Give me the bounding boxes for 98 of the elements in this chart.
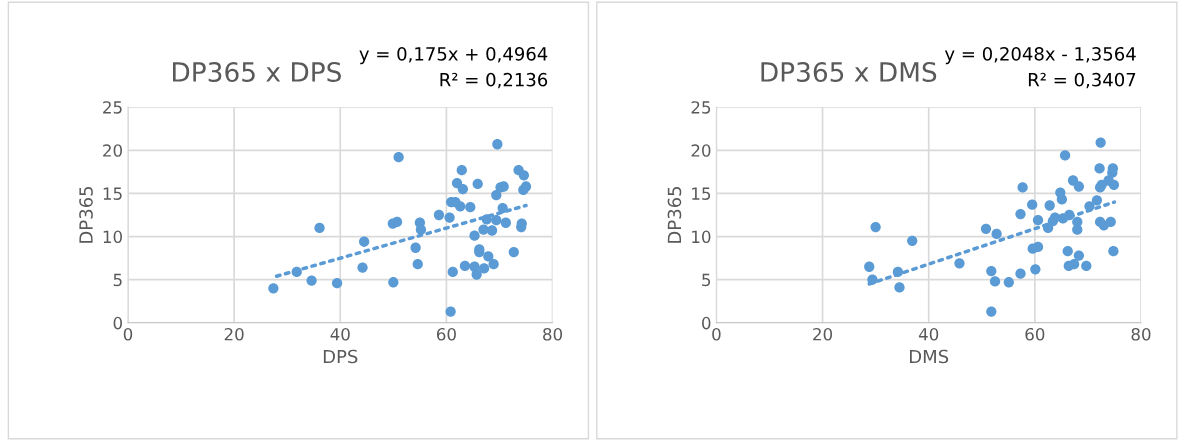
point [1108,179,1120,190]
point [986,265,997,277]
y-tick-label: 15 [103,187,122,200]
point [415,224,427,235]
x-tick-label: 0 [712,327,721,341]
x-tick-label: 60 [436,327,456,341]
point [1003,277,1014,288]
point [1056,194,1068,205]
point [268,283,279,294]
x-tick-label: 60 [1025,327,1045,341]
point [1017,182,1028,193]
x-tick-label: 40 [330,327,350,341]
point [1094,163,1105,174]
point [1067,175,1079,186]
y-tick-label: 25 [103,101,122,114]
point [954,258,965,269]
point [331,277,343,289]
point [1073,181,1085,192]
point [907,235,918,247]
point [1059,150,1071,161]
y-axis-title: DP365 [79,186,93,243]
text: y = 0,175x + 0,4964 [359,46,548,65]
point [447,266,458,278]
point [410,242,421,253]
point [459,260,471,272]
x-tick-label: 20 [813,327,833,341]
point [478,263,490,274]
point [457,183,469,195]
point [465,202,476,213]
point [1105,216,1116,228]
point [986,306,997,317]
point [433,209,445,221]
point [1044,200,1055,211]
point [1081,260,1092,272]
point [980,223,992,234]
point [306,275,317,286]
chart-title: DP365 x DPS [173,61,341,82]
chart-title: DP365 x DMS [761,61,937,82]
y-tick-label: 15 [692,187,711,200]
point [520,181,532,192]
point [444,212,455,223]
point [1027,199,1038,210]
point [469,230,480,241]
point [1108,246,1119,257]
x-tick-label: 80 [1131,327,1151,341]
point [1072,224,1083,235]
point [500,217,511,228]
point [483,251,494,262]
point [393,152,404,163]
y-tick-label: 5 [113,273,122,287]
y-tick-label: 25 [691,101,711,114]
y-axis-title: DP365 [667,186,682,243]
x-tick-label: 40 [918,327,939,341]
text: R² = 0,2136 [440,72,548,89]
point [491,215,502,226]
text: y = 0,2048x - 1,3564 [944,46,1136,65]
x-axis-title: DMS [909,349,949,364]
point [1091,195,1103,206]
point [388,277,399,288]
y-tick-label: 10 [692,230,711,244]
point [358,236,370,247]
point [491,190,502,201]
text: R² = 0,3407 [1028,72,1136,89]
point [518,170,530,181]
point [1032,215,1044,226]
point [456,164,467,176]
point [1073,250,1085,261]
point [1062,246,1073,257]
x-axis-title: DPS [323,349,358,364]
point [1030,264,1041,275]
point [1095,137,1106,148]
point [314,222,325,234]
point [991,228,1002,240]
y-tick-label: 0 [113,316,122,330]
point [488,259,499,270]
point [445,306,456,317]
point [486,225,498,236]
point [508,246,519,258]
point [357,262,368,273]
point [492,139,503,150]
y-tick-label: 5 [702,273,711,287]
point [1015,268,1026,279]
point [894,282,905,293]
y-tick-label: 20 [103,144,122,157]
point [471,269,482,280]
point [455,201,466,212]
y-tick-label: 0 [702,316,711,330]
point [472,178,483,190]
point [870,221,881,233]
point [412,259,423,270]
point [1015,208,1026,220]
point [864,261,875,272]
y-tick-label: 20 [691,144,711,157]
y-tick-label: 10 [103,230,122,244]
x-tick-label: 0 [123,327,133,341]
point [989,276,1001,287]
x-tick-label: 20 [224,327,244,341]
x-tick-label: 80 [543,327,563,341]
